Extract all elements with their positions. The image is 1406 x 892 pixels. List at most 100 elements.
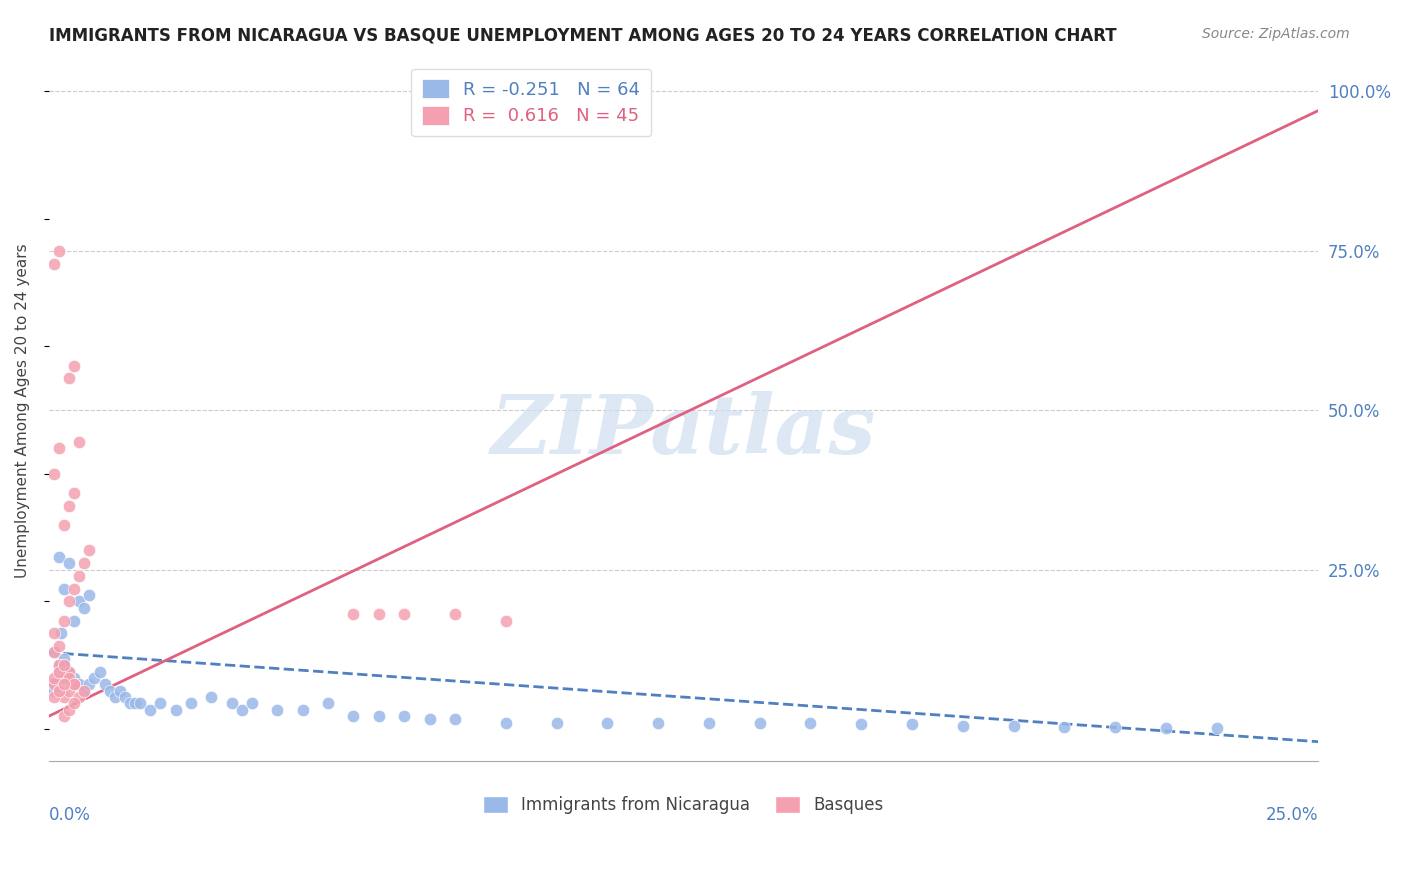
Point (546, 715, 568, 730)
Point (58, 499, 80, 513)
Point (495, 715, 517, 730)
Point (48, 549, 70, 564)
Point (58, 671, 80, 685)
Point (63, 671, 86, 685)
Point (104, 690, 127, 704)
Point (240, 697, 263, 711)
Text: 25.0%: 25.0% (1265, 806, 1319, 824)
Point (67, 677, 90, 691)
Point (67, 435, 90, 450)
Text: 0.0%: 0.0% (49, 806, 90, 824)
Point (342, 607, 364, 622)
Point (48, 658, 70, 673)
Point (48, 244, 70, 258)
Point (367, 607, 389, 622)
Point (200, 690, 222, 704)
Point (42, 677, 65, 691)
Point (73, 683, 96, 698)
Point (42, 467, 65, 481)
Point (58, 683, 80, 698)
Point (73, 556, 96, 570)
Point (42, 690, 65, 704)
Point (67, 690, 90, 704)
Point (851, 717, 873, 731)
Point (79, 677, 101, 691)
Point (647, 715, 669, 730)
Point (53, 582, 76, 596)
Point (799, 715, 821, 730)
Point (63, 359, 86, 373)
Point (63, 614, 86, 628)
Point (53, 690, 76, 704)
Point (367, 709, 389, 723)
Point (58, 665, 80, 679)
Point (48, 442, 70, 456)
Point (63, 697, 86, 711)
Point (58, 703, 80, 717)
Point (952, 719, 974, 733)
Point (1104, 720, 1126, 734)
Point (42, 677, 65, 691)
Text: IMMIGRANTS FROM NICARAGUA VS BASQUE UNEMPLOYMENT AMONG AGES 20 TO 24 YEARS CORRE: IMMIGRANTS FROM NICARAGUA VS BASQUE UNEM… (49, 27, 1116, 45)
Point (42, 645, 65, 659)
Point (53, 658, 76, 673)
Point (58, 556, 80, 570)
Point (139, 703, 162, 717)
Point (67, 569, 90, 583)
Point (231, 703, 253, 717)
Point (83, 671, 105, 685)
Point (165, 703, 187, 717)
Point (114, 690, 136, 704)
Point (42, 683, 65, 698)
Point (1205, 722, 1227, 736)
Point (53, 614, 76, 628)
Point (149, 697, 172, 711)
Point (48, 665, 70, 679)
Point (63, 677, 86, 691)
Point (48, 683, 70, 698)
Point (63, 582, 86, 596)
Point (53, 518, 76, 533)
Point (118, 697, 141, 711)
Point (89, 665, 111, 679)
Point (42, 645, 65, 659)
Point (124, 697, 146, 711)
Point (596, 715, 619, 730)
Point (1053, 720, 1076, 734)
Point (108, 683, 131, 698)
Text: Source: ZipAtlas.com: Source: ZipAtlas.com (1202, 27, 1350, 41)
Point (58, 594, 80, 608)
Point (53, 671, 76, 685)
Point (53, 671, 76, 685)
Point (58, 665, 80, 679)
Point (221, 697, 243, 711)
Point (1154, 721, 1177, 735)
Point (48, 639, 70, 653)
Legend: Immigrants from Nicaragua, Basques: Immigrants from Nicaragua, Basques (475, 788, 893, 822)
Y-axis label: Unemployment Among Ages 20 to 24 years: Unemployment Among Ages 20 to 24 years (15, 243, 30, 577)
Point (392, 607, 415, 622)
Text: ZIPatlas: ZIPatlas (491, 392, 876, 471)
Point (63, 486, 86, 500)
Point (495, 614, 517, 628)
Point (42, 671, 65, 685)
Point (58, 671, 80, 685)
Point (58, 371, 80, 385)
Point (342, 709, 364, 723)
Point (392, 709, 415, 723)
Point (73, 683, 96, 698)
Point (1002, 719, 1025, 733)
Point (42, 626, 65, 640)
Point (93, 677, 115, 691)
Point (901, 717, 924, 731)
Point (316, 697, 339, 711)
Point (48, 683, 70, 698)
Point (266, 703, 288, 717)
Point (697, 715, 720, 730)
Point (98, 683, 121, 698)
Point (67, 594, 90, 608)
Point (53, 709, 76, 723)
Point (53, 658, 76, 673)
Point (63, 677, 86, 691)
Point (48, 665, 70, 679)
